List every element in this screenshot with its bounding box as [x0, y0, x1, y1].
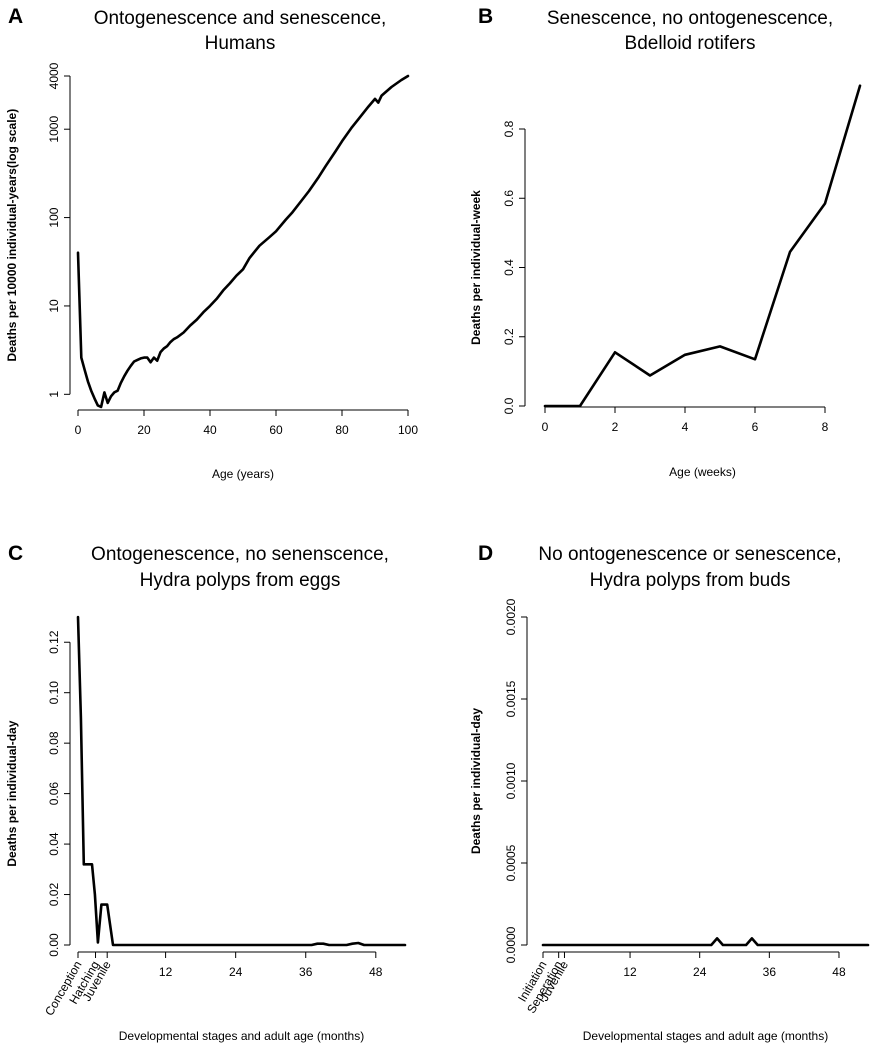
- x-axis-label: Age (weeks): [669, 465, 736, 479]
- panel-b: B Senescence, no ontogenescence, Bdelloid …: [469, 5, 862, 479]
- x-tick-label: 0: [75, 423, 82, 437]
- x-tick-label: 12: [623, 965, 637, 979]
- y-tick-label: 0.08: [47, 731, 61, 755]
- y-axis-label: Deaths per individual-day: [5, 720, 19, 866]
- x-tick-label: 0: [542, 420, 549, 434]
- y-tick-label: 0.6: [502, 190, 516, 207]
- x-tick-label: 6: [752, 420, 759, 434]
- panel-c: C Ontogenescence, no senenscence, Hydra po…: [5, 542, 407, 1043]
- series-line: [76, 74, 410, 409]
- chart-title-line: Humans: [205, 33, 276, 54]
- y-tick-label: 0.02: [47, 883, 61, 907]
- x-tick-label: 36: [299, 965, 313, 979]
- x-tick-label: 40: [203, 423, 217, 437]
- x-tick-label: 24: [229, 965, 243, 979]
- y-tick-label: 0.0020: [504, 598, 518, 635]
- x-axis-label: Age (years): [212, 467, 274, 481]
- y-axis-label: Deaths per individual-week: [469, 190, 483, 345]
- panel-letter: C: [8, 542, 23, 565]
- x-tick-label: 8: [822, 420, 829, 434]
- x-tick-label: 24: [693, 965, 707, 979]
- panel-letter: B: [478, 5, 493, 28]
- chart-title-line: No ontogenescence or senescence,: [538, 544, 841, 565]
- x-tick-label: 48: [369, 965, 383, 979]
- y-axis-label: Deaths per individual-day: [469, 708, 483, 854]
- y-tick-label: 0.10: [47, 681, 61, 705]
- y-tick-label: 0.8: [502, 120, 516, 137]
- y-tick-label: 0.04: [47, 832, 61, 856]
- y-tick-label: 0.00: [47, 933, 61, 957]
- x-tick-label: 2: [612, 420, 619, 434]
- x-tick-label: 60: [269, 423, 283, 437]
- chart-title-line: Senescence, no ontogenescence,: [547, 8, 833, 29]
- x-axis-label: Developmental stages and adult age (mont…: [583, 1029, 828, 1043]
- x-tick-label: 100: [398, 423, 418, 437]
- x-tick-label: 4: [682, 420, 689, 434]
- chart-title-line: Bdelloid rotifers: [625, 33, 756, 54]
- series-line: [543, 84, 862, 408]
- x-tick-label: 12: [159, 965, 173, 979]
- x-tick-label: 36: [763, 965, 777, 979]
- y-tick-label: 0.2: [502, 328, 516, 345]
- panel-a: A Ontogenescence and senescence, Humans 1 10…: [5, 5, 418, 481]
- y-tick-label: 0.0000: [504, 926, 518, 963]
- y-axis-label: Deaths per 10000 individual-years(log sc…: [5, 109, 19, 362]
- x-tick-label: 48: [832, 965, 846, 979]
- x-tick-label: 20: [137, 423, 151, 437]
- chart-title-line: Hydra polyps from eggs: [140, 570, 341, 591]
- y-tick-label: 0.0015: [504, 680, 518, 717]
- y-tick-label: 1: [47, 391, 61, 398]
- panel-letter: D: [478, 542, 493, 565]
- chart-title-line: Hydra polyps from buds: [590, 570, 791, 591]
- series-line: [76, 615, 407, 947]
- y-tick-label: 0.0010: [504, 762, 518, 799]
- y-tick-label: 0.12: [47, 630, 61, 654]
- x-axis-label: Developmental stages and adult age (mont…: [119, 1029, 364, 1043]
- y-tick-label: 0.0005: [504, 844, 518, 881]
- panel-d: D No ontogenescence or senescence, Hydra p…: [469, 542, 870, 1043]
- x-tick-label: 80: [335, 423, 349, 437]
- y-tick-label: 0.06: [47, 782, 61, 806]
- y-tick-label: 0.4: [502, 259, 516, 276]
- y-tick-label: 4000: [47, 62, 61, 89]
- chart-title-line: Ontogenescence, no senenscence,: [91, 544, 389, 565]
- y-tick-label: 100: [47, 207, 61, 227]
- chart-title-line: Ontogenescence and senescence,: [94, 8, 387, 29]
- y-tick-label: 0.0: [502, 397, 516, 414]
- series-line: [541, 937, 870, 947]
- y-tick-label: 1000: [47, 116, 61, 143]
- panel-letter: A: [8, 5, 23, 28]
- y-tick-label: 10: [47, 299, 61, 313]
